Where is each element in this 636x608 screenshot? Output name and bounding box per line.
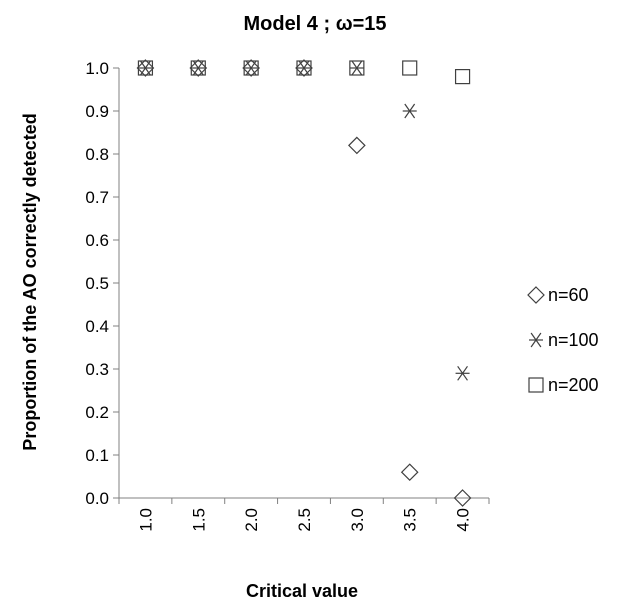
y-tick-label: 0.5 (85, 274, 109, 293)
data-point-n=60 (242, 59, 260, 77)
legend-label: n=60 (548, 285, 589, 305)
data-point-n=60 (189, 59, 208, 77)
data-point-n=60 (400, 463, 419, 482)
chart-title: Model 4 ; ω=15 (243, 13, 386, 35)
y-tick-label: 0.6 (85, 231, 109, 250)
data-point-n=60 (136, 59, 155, 77)
x-tick-label: 3.5 (401, 508, 420, 532)
legend-marker-n=200 (528, 377, 544, 393)
x-axis-title: Critical value (246, 581, 358, 601)
data-point-n=60 (295, 59, 313, 77)
data-point-n=100 (349, 60, 364, 76)
y-tick-label: 0.3 (85, 360, 109, 379)
y-tick-label: 0.2 (85, 403, 109, 422)
data-point-n=200 (243, 60, 259, 76)
data-point-n=100 (297, 60, 311, 76)
y-tick-label: 0.8 (85, 145, 109, 164)
y-axis-title: Proportion of the AO correctly detected (20, 113, 40, 450)
data-point-n=100 (455, 365, 470, 381)
x-tick-label: 2.0 (242, 508, 261, 532)
axes: 0.0 0.1 0.2 0.3 0.4 0.5 0.6 0.7 0.8 0.9 1.0 1.0 1.5 2… (85, 59, 490, 532)
data-point-n=60 (348, 136, 366, 155)
data-point-n=200 (454, 68, 471, 85)
data-point-n=100 (138, 60, 153, 76)
data-point-n=200 (190, 60, 206, 76)
y-tick-label: 0.0 (85, 489, 109, 508)
x-tick-label: 2.5 (295, 508, 314, 532)
y-tick-label: 0.4 (85, 317, 109, 336)
legend-label: n=100 (548, 330, 599, 350)
data-marks (136, 59, 472, 507)
data-point-n=100 (244, 60, 259, 76)
y-tick-label: 0.7 (85, 188, 109, 207)
y-tick-label: 0.1 (85, 446, 109, 465)
data-point-n=200 (402, 60, 418, 76)
x-tick-label: 1.5 (189, 508, 208, 532)
y-tick-label: 1.0 (85, 59, 109, 78)
y-tick-label: 0.9 (85, 102, 109, 121)
legend: n=60 n=100 n=200 (527, 285, 599, 395)
data-point-n=100 (402, 103, 417, 119)
legend-label: n=200 (548, 375, 599, 395)
data-point-n=100 (191, 60, 206, 76)
legend-marker-n=60 (527, 286, 545, 304)
data-point-n=200 (296, 60, 312, 76)
x-tick-label: 3.0 (348, 508, 367, 532)
data-point-n=200 (349, 60, 365, 76)
legend-marker-n=100 (529, 332, 543, 348)
x-tick-label: 1.0 (136, 508, 155, 532)
data-point-n=60 (453, 489, 472, 507)
data-point-n=200 (137, 60, 154, 76)
x-tick-label: 4.0 (454, 508, 473, 532)
